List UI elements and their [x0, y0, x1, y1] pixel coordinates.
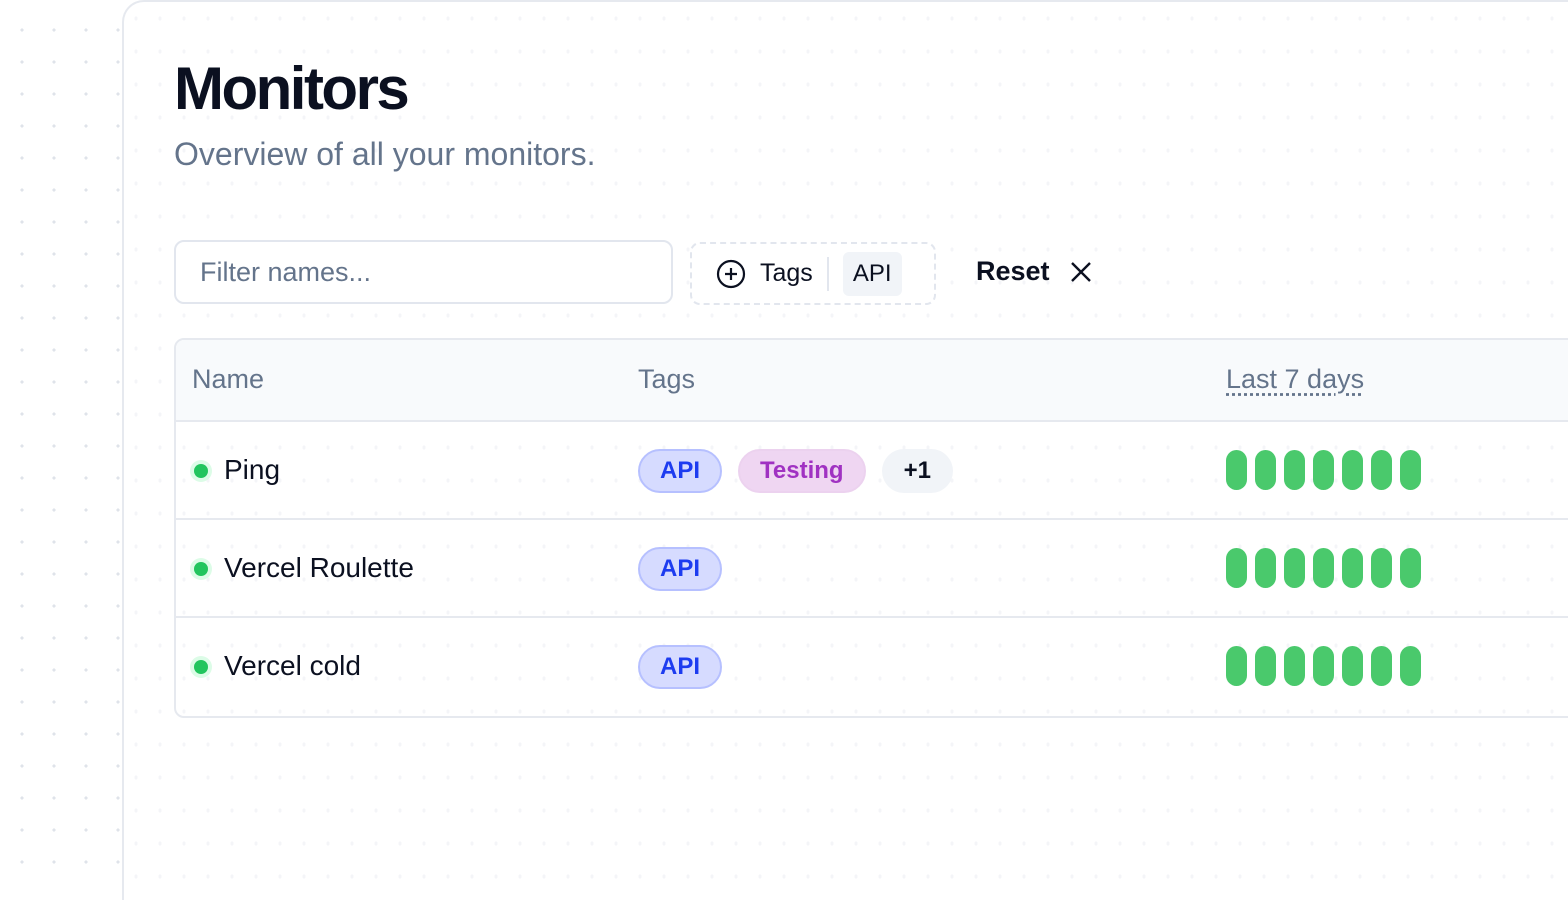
reset-label: Reset — [976, 256, 1050, 286]
monitors-table: Name Tags Last 7 days Ping API Testing +1 … — [174, 338, 1568, 718]
uptime-day-bar[interactable] — [1313, 450, 1334, 490]
tags-list: API — [638, 547, 723, 591]
status-indicator — [190, 460, 212, 482]
uptime-day-bar[interactable] — [1226, 646, 1247, 686]
filter-names-input[interactable] — [174, 240, 673, 304]
uptime-day-bar[interactable] — [1255, 548, 1276, 588]
divider — [826, 256, 829, 291]
close-icon — [1070, 261, 1091, 282]
uptime-day-bar[interactable] — [1255, 450, 1276, 490]
tag-badge[interactable]: API — [638, 449, 723, 493]
tags-filter-button[interactable]: Tags API — [690, 242, 936, 305]
table-row[interactable]: Vercel cold API — [176, 618, 1568, 716]
plus-circle-icon — [716, 259, 746, 288]
uptime-day-bar[interactable] — [1400, 548, 1421, 588]
status-indicator — [190, 656, 212, 678]
uptime-bars — [1226, 548, 1421, 588]
uptime-day-bar[interactable] — [1284, 646, 1305, 686]
uptime-day-bar[interactable] — [1284, 548, 1305, 588]
main-panel: Monitors Overview of all your monitors. … — [122, 0, 1568, 900]
uptime-day-bar[interactable] — [1255, 646, 1276, 686]
selected-tag-chip: API — [842, 251, 902, 296]
tag-badge[interactable]: API — [638, 547, 723, 591]
uptime-day-bar[interactable] — [1342, 548, 1363, 588]
tag-badge[interactable]: API — [638, 645, 723, 689]
page-subtitle: Overview of all your monitors. — [174, 136, 596, 172]
uptime-day-bar[interactable] — [1313, 646, 1334, 686]
tag-badge[interactable]: Testing — [738, 449, 866, 493]
column-name[interactable]: Name — [192, 364, 265, 394]
page-title: Monitors — [174, 55, 410, 122]
tags-list: API — [638, 645, 723, 689]
table-header: Name Tags Last 7 days — [176, 340, 1568, 422]
uptime-day-bar[interactable] — [1400, 450, 1421, 490]
more-tags-badge[interactable]: +1 — [881, 449, 953, 493]
uptime-day-bar[interactable] — [1400, 646, 1421, 686]
monitor-name[interactable]: Vercel Roulette — [224, 552, 414, 583]
monitor-name[interactable]: Vercel cold — [224, 650, 361, 681]
uptime-bars — [1226, 450, 1421, 490]
uptime-day-bar[interactable] — [1371, 450, 1392, 490]
uptime-bars — [1226, 646, 1421, 686]
monitor-name[interactable]: Ping — [224, 454, 281, 485]
table-row[interactable]: Vercel Roulette API — [176, 520, 1568, 618]
uptime-day-bar[interactable] — [1342, 646, 1363, 686]
column-tags: Tags — [638, 364, 696, 394]
status-indicator — [190, 558, 212, 580]
uptime-day-bar[interactable] — [1342, 450, 1363, 490]
uptime-day-bar[interactable] — [1226, 548, 1247, 588]
reset-button[interactable]: Reset — [976, 256, 1092, 287]
uptime-day-bar[interactable] — [1284, 450, 1305, 490]
uptime-day-bar[interactable] — [1371, 646, 1392, 686]
uptime-day-bar[interactable] — [1313, 548, 1334, 588]
table-row[interactable]: Ping API Testing +1 — [176, 422, 1568, 520]
uptime-day-bar[interactable] — [1371, 548, 1392, 588]
uptime-day-bar[interactable] — [1226, 450, 1247, 490]
tags-list: API Testing +1 — [638, 449, 953, 493]
tags-filter-label: Tags — [760, 259, 813, 287]
column-last-7-days[interactable]: Last 7 days — [1226, 364, 1365, 394]
